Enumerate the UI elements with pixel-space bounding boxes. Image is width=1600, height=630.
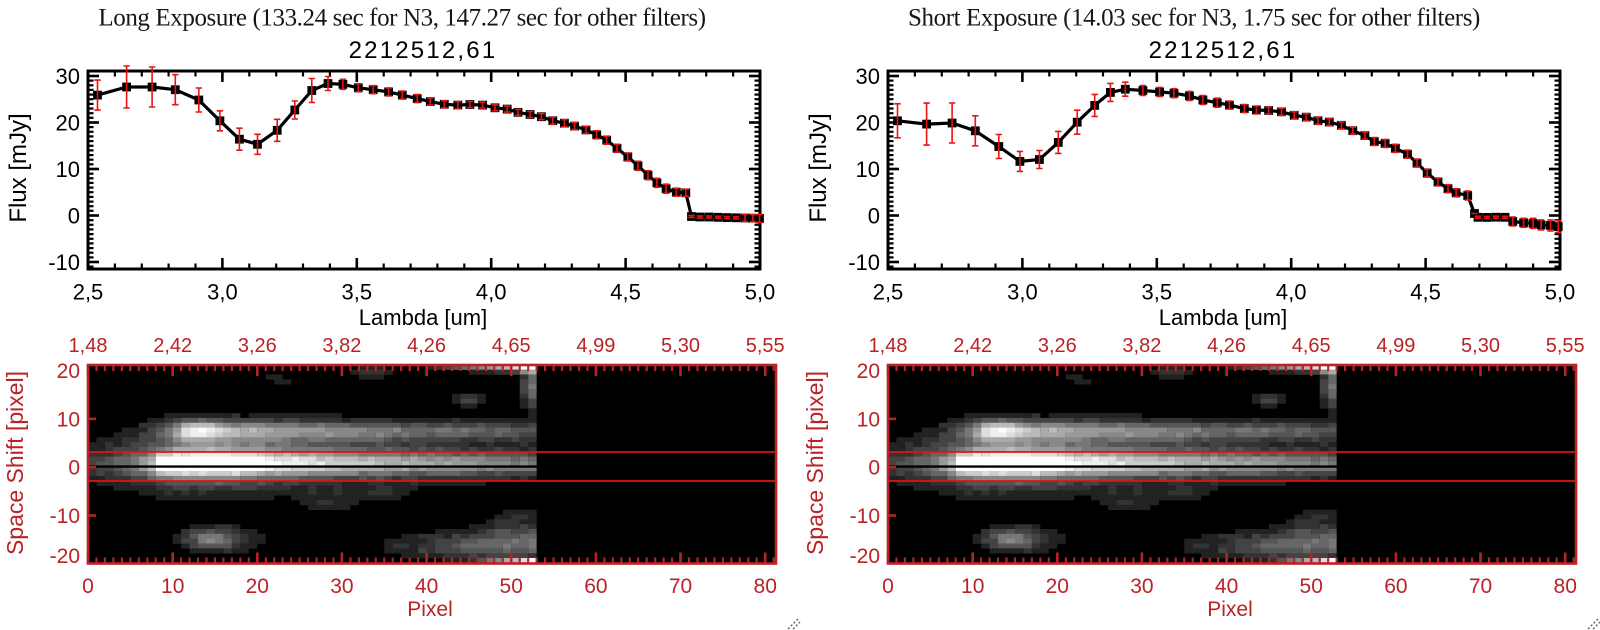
svg-text:-20: -20 — [50, 545, 80, 568]
svg-text:30: 30 — [330, 575, 353, 598]
svg-text:3,82: 3,82 — [322, 335, 361, 357]
svg-text:4,0: 4,0 — [476, 280, 507, 305]
svg-text:Short Exposure (14.03 sec for: Short Exposure (14.03 sec for N3, 1.75 s… — [908, 5, 1480, 32]
svg-text:4,5: 4,5 — [1410, 280, 1441, 305]
svg-text:0: 0 — [82, 575, 94, 598]
svg-text:Long Exposure (133.24 sec for: Long Exposure (133.24 sec for N3, 147.27… — [98, 5, 705, 32]
svg-text:4,5: 4,5 — [610, 280, 641, 305]
svg-text:40: 40 — [415, 575, 438, 598]
svg-text:2,42: 2,42 — [153, 335, 192, 357]
svg-text:30: 30 — [56, 64, 80, 89]
svg-text:-10: -10 — [50, 505, 80, 528]
svg-text:20: 20 — [246, 575, 269, 598]
svg-text:4,0: 4,0 — [1276, 280, 1307, 305]
svg-text:2212512,61: 2212512,61 — [349, 37, 498, 64]
svg-text:50: 50 — [500, 575, 523, 598]
svg-text:Space Shift [pixel]: Space Shift [pixel] — [2, 371, 28, 555]
svg-text:Flux [mJy]: Flux [mJy] — [805, 113, 832, 222]
svg-text:2212512,61: 2212512,61 — [1149, 37, 1298, 64]
svg-text:5,0: 5,0 — [1545, 280, 1576, 305]
svg-text:30: 30 — [856, 64, 880, 89]
svg-text:4,99: 4,99 — [576, 335, 615, 357]
svg-text:20: 20 — [57, 360, 80, 383]
svg-text:5,30: 5,30 — [661, 335, 700, 357]
svg-text:4,65: 4,65 — [492, 335, 531, 357]
svg-text:0: 0 — [68, 204, 80, 229]
svg-text:Flux [mJy]: Flux [mJy] — [5, 113, 32, 222]
svg-text:3,0: 3,0 — [1007, 280, 1038, 305]
svg-text:10: 10 — [161, 575, 184, 598]
svg-text:60: 60 — [584, 575, 607, 598]
svg-text:Pixel: Pixel — [407, 598, 453, 621]
svg-text:3,26: 3,26 — [238, 335, 277, 357]
svg-text:5,55: 5,55 — [746, 335, 785, 357]
svg-text:Lambda [um]: Lambda [um] — [359, 305, 487, 330]
svg-text:5,0: 5,0 — [745, 280, 776, 305]
svg-text:3,5: 3,5 — [342, 280, 373, 305]
svg-text:0: 0 — [868, 204, 880, 229]
svg-text:10: 10 — [57, 408, 80, 431]
svg-text:10: 10 — [856, 157, 880, 182]
svg-text:1,48: 1,48 — [69, 335, 108, 357]
svg-text:4,26: 4,26 — [407, 335, 446, 357]
svg-text:-10: -10 — [48, 250, 80, 275]
svg-text:2,5: 2,5 — [873, 280, 904, 305]
svg-text:70: 70 — [669, 575, 692, 598]
svg-text:20: 20 — [56, 111, 80, 136]
svg-text:80: 80 — [754, 575, 777, 598]
svg-text:2,5: 2,5 — [73, 280, 104, 305]
svg-text:Lambda [um]: Lambda [um] — [1159, 305, 1287, 330]
svg-text:3,5: 3,5 — [1142, 280, 1173, 305]
svg-text:3,0: 3,0 — [207, 280, 238, 305]
svg-text:10: 10 — [56, 157, 80, 182]
svg-text:-10: -10 — [848, 250, 880, 275]
svg-text:20: 20 — [856, 111, 880, 136]
svg-text:0: 0 — [68, 457, 80, 480]
